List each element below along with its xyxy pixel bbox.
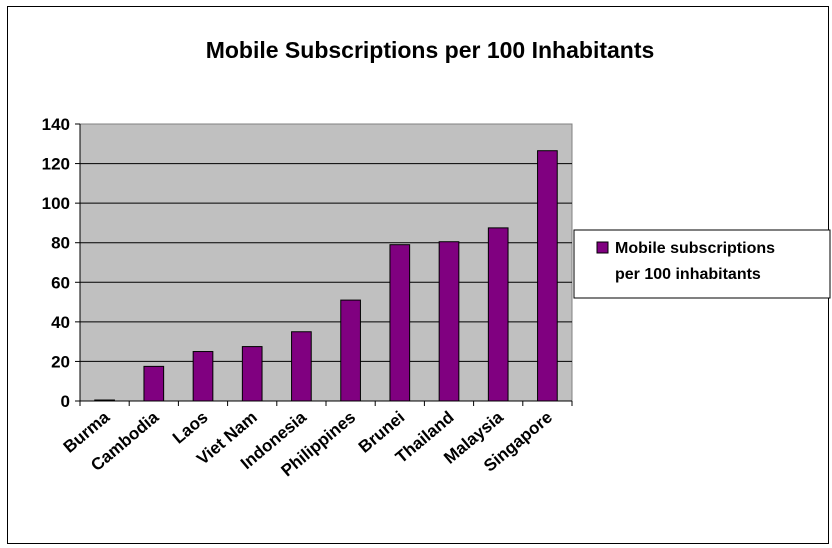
bar-brunei [389, 244, 411, 402]
bar-philippines [340, 299, 361, 402]
y-tick-label: 0 [61, 392, 70, 411]
bar-laos [192, 351, 214, 402]
y-tick-label: 60 [51, 273, 70, 292]
y-tick-label: 40 [51, 313, 70, 332]
y-tick-label: 140 [42, 115, 70, 134]
y-axis-ticks: 0 20 40 60 80 100 120 140 [42, 115, 80, 411]
y-tick-label: 100 [42, 194, 70, 213]
x-tick-label: Laos [169, 408, 212, 448]
y-tick-label: 20 [51, 352, 70, 371]
legend-swatch [596, 241, 609, 254]
bar-indonesia [291, 331, 312, 402]
bar-malaysia [487, 227, 509, 402]
bar-thailand [438, 241, 460, 402]
chart-title: Mobile Subscriptions per 100 Inhabitants [206, 37, 655, 63]
legend: Mobile subscriptions per 100 inhabitants [573, 229, 831, 299]
legend-box [573, 229, 831, 299]
bar-viet-nam [241, 346, 263, 402]
bar-singapore [537, 150, 558, 402]
bars [94, 150, 558, 402]
bar-cambodia [143, 365, 165, 402]
legend-label-line-1: Mobile subscriptions [615, 240, 775, 257]
legend-label-line-2: per 100 inhabitants [615, 266, 761, 283]
y-tick-label: 80 [51, 234, 70, 253]
y-tick-label: 120 [42, 155, 70, 174]
